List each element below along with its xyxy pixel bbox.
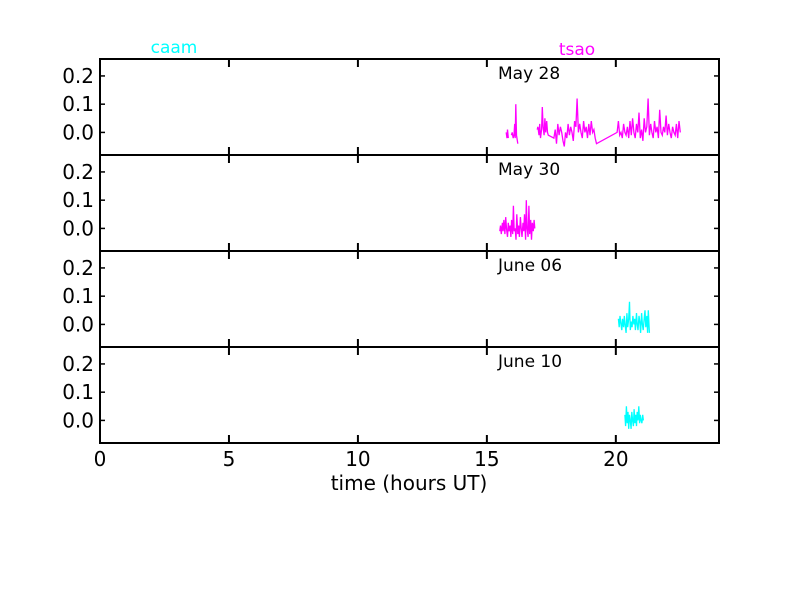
y-tick-label: 0.2 [62,256,94,280]
series-line-panel-3-0 [624,406,645,429]
y-tick-label: 0.2 [62,352,94,376]
x-axis-label: time (hours UT) [331,471,488,495]
x-tick-labels: 0 5 10 15 20 [94,447,629,471]
x-tick-label: 5 [223,447,236,471]
panel-1: 0.0 0.1 0.2 May 30 [62,154,720,252]
panel-date-label: June 10 [497,352,562,372]
series-line-panel-1-0 [499,200,536,240]
series-line-panel-0-0 [505,98,681,147]
y-tick-label: 0.1 [62,380,94,404]
panel-2: 0.0 0.1 0.2 June 06 [62,250,720,348]
x-tick-label: 0 [94,447,107,471]
legend: caam tsao [151,38,596,60]
panel-frame-0 [99,58,720,156]
panel-frame-3 [99,346,720,444]
y-tick-label: 0.0 [62,312,94,336]
panels: 0.0 0.1 0.2 May 28 0.0 0.1 0.2 May 30 0.0 0.1 0.2 J… [62,58,720,444]
y-tick-label: 0.1 [62,284,94,308]
legend-label-caam: caam [151,38,198,58]
y-tick-label: 0.1 [62,92,94,116]
y-tick-label: 0.2 [62,64,94,88]
x-tick-label: 20 [603,447,628,471]
x-tick-label: 10 [345,447,370,471]
panel-3: 0.0 0.1 0.2 June 10 [62,346,720,444]
legend-label-tsao: tsao [559,40,595,60]
y-tick-label: 0.2 [62,160,94,184]
x-tick-label: 15 [474,447,499,471]
y-tick-label: 0.0 [62,408,94,432]
y-tick-label: 0.0 [62,216,94,240]
panel-date-label: May 28 [498,64,560,84]
panel-frame-1 [99,154,720,252]
panel-date-label: May 30 [498,160,560,180]
y-tick-label: 0.0 [62,120,94,144]
panel-date-label: June 06 [497,256,562,276]
panel-0: 0.0 0.1 0.2 May 28 [62,58,720,156]
y-tick-label: 0.1 [62,188,94,212]
series-line-panel-2-0 [617,301,651,333]
